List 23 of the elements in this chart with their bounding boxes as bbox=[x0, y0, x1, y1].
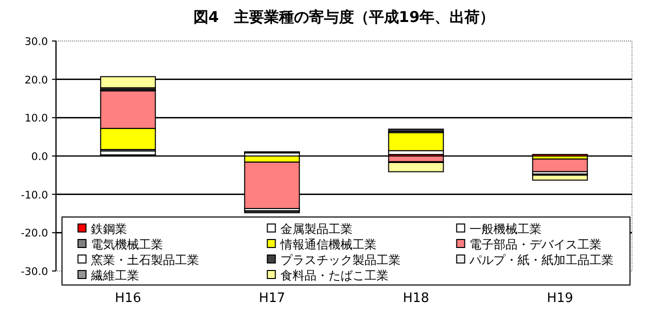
legend-label: 電子部品・デバイス工業 bbox=[470, 238, 602, 252]
y-tick-label: 0.0 bbox=[31, 151, 48, 163]
y-tick-label: 30.0 bbox=[24, 36, 48, 48]
legend-label: 情報通信機械工業 bbox=[279, 238, 376, 252]
x-tick-label: H19 bbox=[546, 291, 574, 306]
legend-label: プラスチック製品工業 bbox=[280, 253, 400, 267]
legend-label: 食料品・たばこ工業 bbox=[280, 268, 388, 282]
legend-label: 電気機械工業 bbox=[91, 238, 163, 252]
x-tick-label: H17 bbox=[258, 291, 286, 306]
y-tick-label: -10.0 bbox=[20, 189, 48, 202]
x-tick-label: H18 bbox=[402, 291, 430, 306]
legend-label: 金属製品工業 bbox=[280, 222, 352, 236]
x-tick-label: H16 bbox=[114, 291, 142, 306]
y-tick-label: 20.0 bbox=[24, 74, 48, 86]
y-tick-label: -30.0 bbox=[20, 266, 48, 278]
legend-label: 窯業・土石製品工業 bbox=[91, 253, 199, 267]
legend-label: パルプ・紙・紙加工品工業 bbox=[468, 253, 614, 267]
legend-label: 一般機械工業 bbox=[470, 222, 542, 236]
chart-title: 図4 主要業種の寄与度（平成19年、出荷） bbox=[193, 8, 495, 26]
y-tick-label: -20.0 bbox=[20, 228, 48, 240]
y-tick-label: 10.0 bbox=[24, 112, 48, 125]
legend-label: 鉄鋼業 bbox=[91, 222, 127, 236]
legend-label: 繊維工業 bbox=[90, 268, 139, 282]
